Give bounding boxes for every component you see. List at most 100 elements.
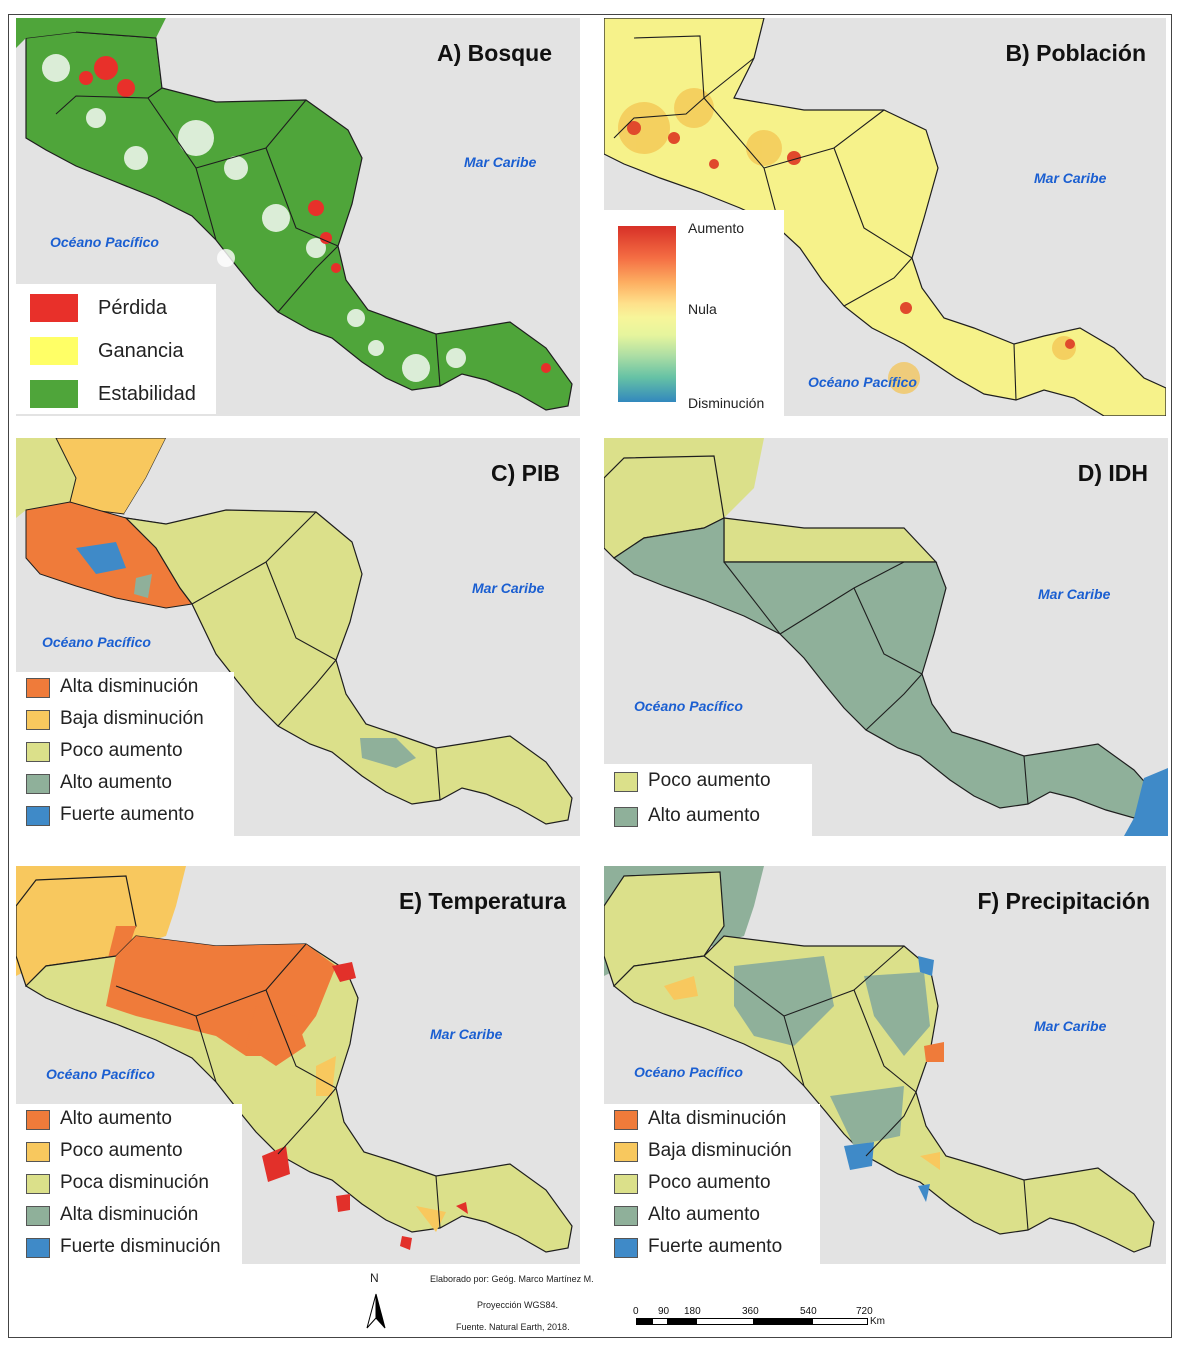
panel-title: D) IDH	[1077, 460, 1148, 486]
legend-swatch	[614, 1110, 638, 1130]
source-credit: Fuente. Natural Earth, 2018.	[456, 1322, 570, 1332]
legend-swatch	[614, 772, 638, 792]
legend-item: Alto aumento	[16, 1106, 242, 1136]
legend-poblacion: Aumento Nula Disminución	[604, 210, 784, 416]
color-ramp	[618, 226, 676, 402]
map-idh	[604, 438, 1168, 836]
sea-label-caribe: Mar Caribe	[1034, 1018, 1107, 1034]
legend-label: Fuerte aumento	[60, 804, 195, 825]
legend-swatch	[26, 742, 50, 762]
panel-poblacion: B) Población Mar Caribe Océano Pacífico …	[604, 18, 1166, 416]
legend-item: Ganancia	[16, 337, 216, 367]
legend-item: Pérdida	[16, 294, 216, 324]
legend-item: Poco aumento	[16, 738, 234, 768]
map-poblacion	[604, 18, 1166, 416]
legend-label: Alta disminución	[648, 1108, 787, 1129]
legend-label: Baja disminución	[648, 1140, 792, 1161]
sea-label-pacifico: Océano Pacífico	[634, 1064, 743, 1080]
sea-label-caribe: Mar Caribe	[472, 580, 545, 596]
panel-temperatura: E) Temperatura Mar Caribe Océano Pacífic…	[16, 866, 580, 1264]
map-pib	[16, 438, 573, 825]
legend-label: Fuerte aumento	[648, 1236, 783, 1257]
legend-label: Pérdida	[98, 297, 167, 319]
map-bosque	[16, 18, 573, 411]
legend-item: Poco aumento	[16, 1138, 242, 1168]
legend-item: Estabilidad	[16, 380, 216, 410]
legend-swatch	[30, 380, 78, 408]
sea-label-caribe: Mar Caribe	[1038, 586, 1111, 602]
legend-item: Alta disminución	[16, 674, 234, 704]
map-precipitacion	[604, 866, 1155, 1253]
legend-label-high: Aumento	[688, 220, 745, 236]
legend-item: Alto aumento	[16, 770, 234, 800]
scale-tick-label: 720	[856, 1306, 873, 1317]
legend-swatch	[614, 807, 638, 827]
sea-label-pacifico: Océano Pacífico	[808, 374, 917, 390]
legend-swatch	[26, 1142, 50, 1162]
sea-label-pacifico: Océano Pacífico	[50, 234, 159, 250]
panel-precipitacion: F) Precipitación Mar Caribe Océano Pacíf…	[604, 866, 1166, 1264]
legend-swatch	[26, 710, 50, 730]
panel-title: F) Precipitación	[977, 888, 1150, 914]
legend-label: Poca disminución	[60, 1172, 209, 1193]
legend-swatch	[26, 1110, 50, 1130]
legend-swatch	[26, 1174, 50, 1194]
sea-label-pacifico: Océano Pacífico	[42, 634, 151, 650]
scale-tick-label: 0	[633, 1306, 639, 1317]
legend-item: Alta disminución	[604, 1106, 820, 1136]
legend-label: Ganancia	[98, 340, 184, 362]
author-credit: Elaborado por: Geóg. Marco Martínez M.	[430, 1274, 594, 1284]
legend-swatch	[614, 1206, 638, 1226]
legend-label: Baja disminución	[60, 708, 204, 729]
legend-label: Poco aumento	[60, 1140, 183, 1161]
legend-idh: Poco aumento Alto aumento	[604, 764, 812, 836]
scale-tick-label: 540	[800, 1306, 817, 1317]
sea-label-pacifico: Océano Pacífico	[46, 1066, 155, 1082]
legend-label: Alto aumento	[648, 1204, 760, 1225]
legend-swatch	[26, 1206, 50, 1226]
panel-title: B) Población	[1005, 40, 1146, 66]
legend-pib: Alta disminución Baja disminución Poco aum…	[16, 672, 234, 836]
legend-item: Fuerte disminución	[16, 1234, 242, 1264]
panel-bosque: A) Bosque Mar Caribe Océano Pacífico Pér…	[16, 18, 580, 416]
scale-bar	[636, 1318, 868, 1326]
legend-item: Alta disminución	[16, 1202, 242, 1232]
legend-swatch	[26, 774, 50, 794]
sea-label-pacifico: Océano Pacífico	[634, 698, 743, 714]
legend-temperatura: Alto aumento Poco aumento Poca disminución…	[16, 1104, 242, 1264]
legend-item: Poco aumento	[604, 1170, 820, 1200]
legend-swatch	[26, 806, 50, 826]
panel-title: E) Temperatura	[398, 888, 566, 914]
legend-item: Alto aumento	[604, 803, 812, 833]
panel-idh: D) IDH Mar Caribe Océano Pacífico Poco a…	[604, 438, 1168, 836]
legend-label: Alta disminución	[60, 1204, 199, 1225]
legend-swatch	[26, 1238, 50, 1258]
panel-title: C) PIB	[491, 460, 560, 486]
scale-unit: Km	[870, 1316, 885, 1327]
legend-swatch	[30, 294, 78, 322]
sea-label-caribe: Mar Caribe	[1034, 170, 1107, 186]
sea-label-caribe: Mar Caribe	[464, 154, 537, 170]
scale-tick-label: 90	[658, 1306, 670, 1317]
legend-label: Fuerte disminución	[60, 1236, 221, 1257]
projection-credit: Proyección WGS84.	[477, 1300, 559, 1310]
legend-swatch	[26, 678, 50, 698]
scale-tick-label: 360	[742, 1306, 759, 1317]
legend-label-mid: Nula	[688, 301, 717, 317]
legend-label: Poco aumento	[648, 1172, 771, 1193]
legend-swatch	[614, 1238, 638, 1258]
legend-label: Alto aumento	[648, 805, 760, 826]
legend-item: Baja disminución	[604, 1138, 820, 1168]
legend-item: Fuerte aumento	[16, 802, 234, 832]
panel-pib: C) PIB Mar Caribe Océano Pacífico Alta d…	[16, 438, 580, 836]
legend-label: Alta disminución	[60, 676, 199, 697]
legend-bosque: Pérdida Ganancia Estabilidad	[16, 284, 216, 414]
figure-frame	[8, 14, 1172, 1338]
legend-precipitacion: Alta disminución Baja disminución Poco aum…	[604, 1104, 820, 1264]
north-label: N	[370, 1271, 379, 1285]
legend-item: Baja disminución	[16, 706, 234, 736]
legend-item: Alto aumento	[604, 1202, 820, 1232]
legend-item: Fuerte aumento	[604, 1234, 820, 1264]
legend-label: Poco aumento	[648, 770, 771, 791]
map-temperatura	[16, 866, 573, 1253]
